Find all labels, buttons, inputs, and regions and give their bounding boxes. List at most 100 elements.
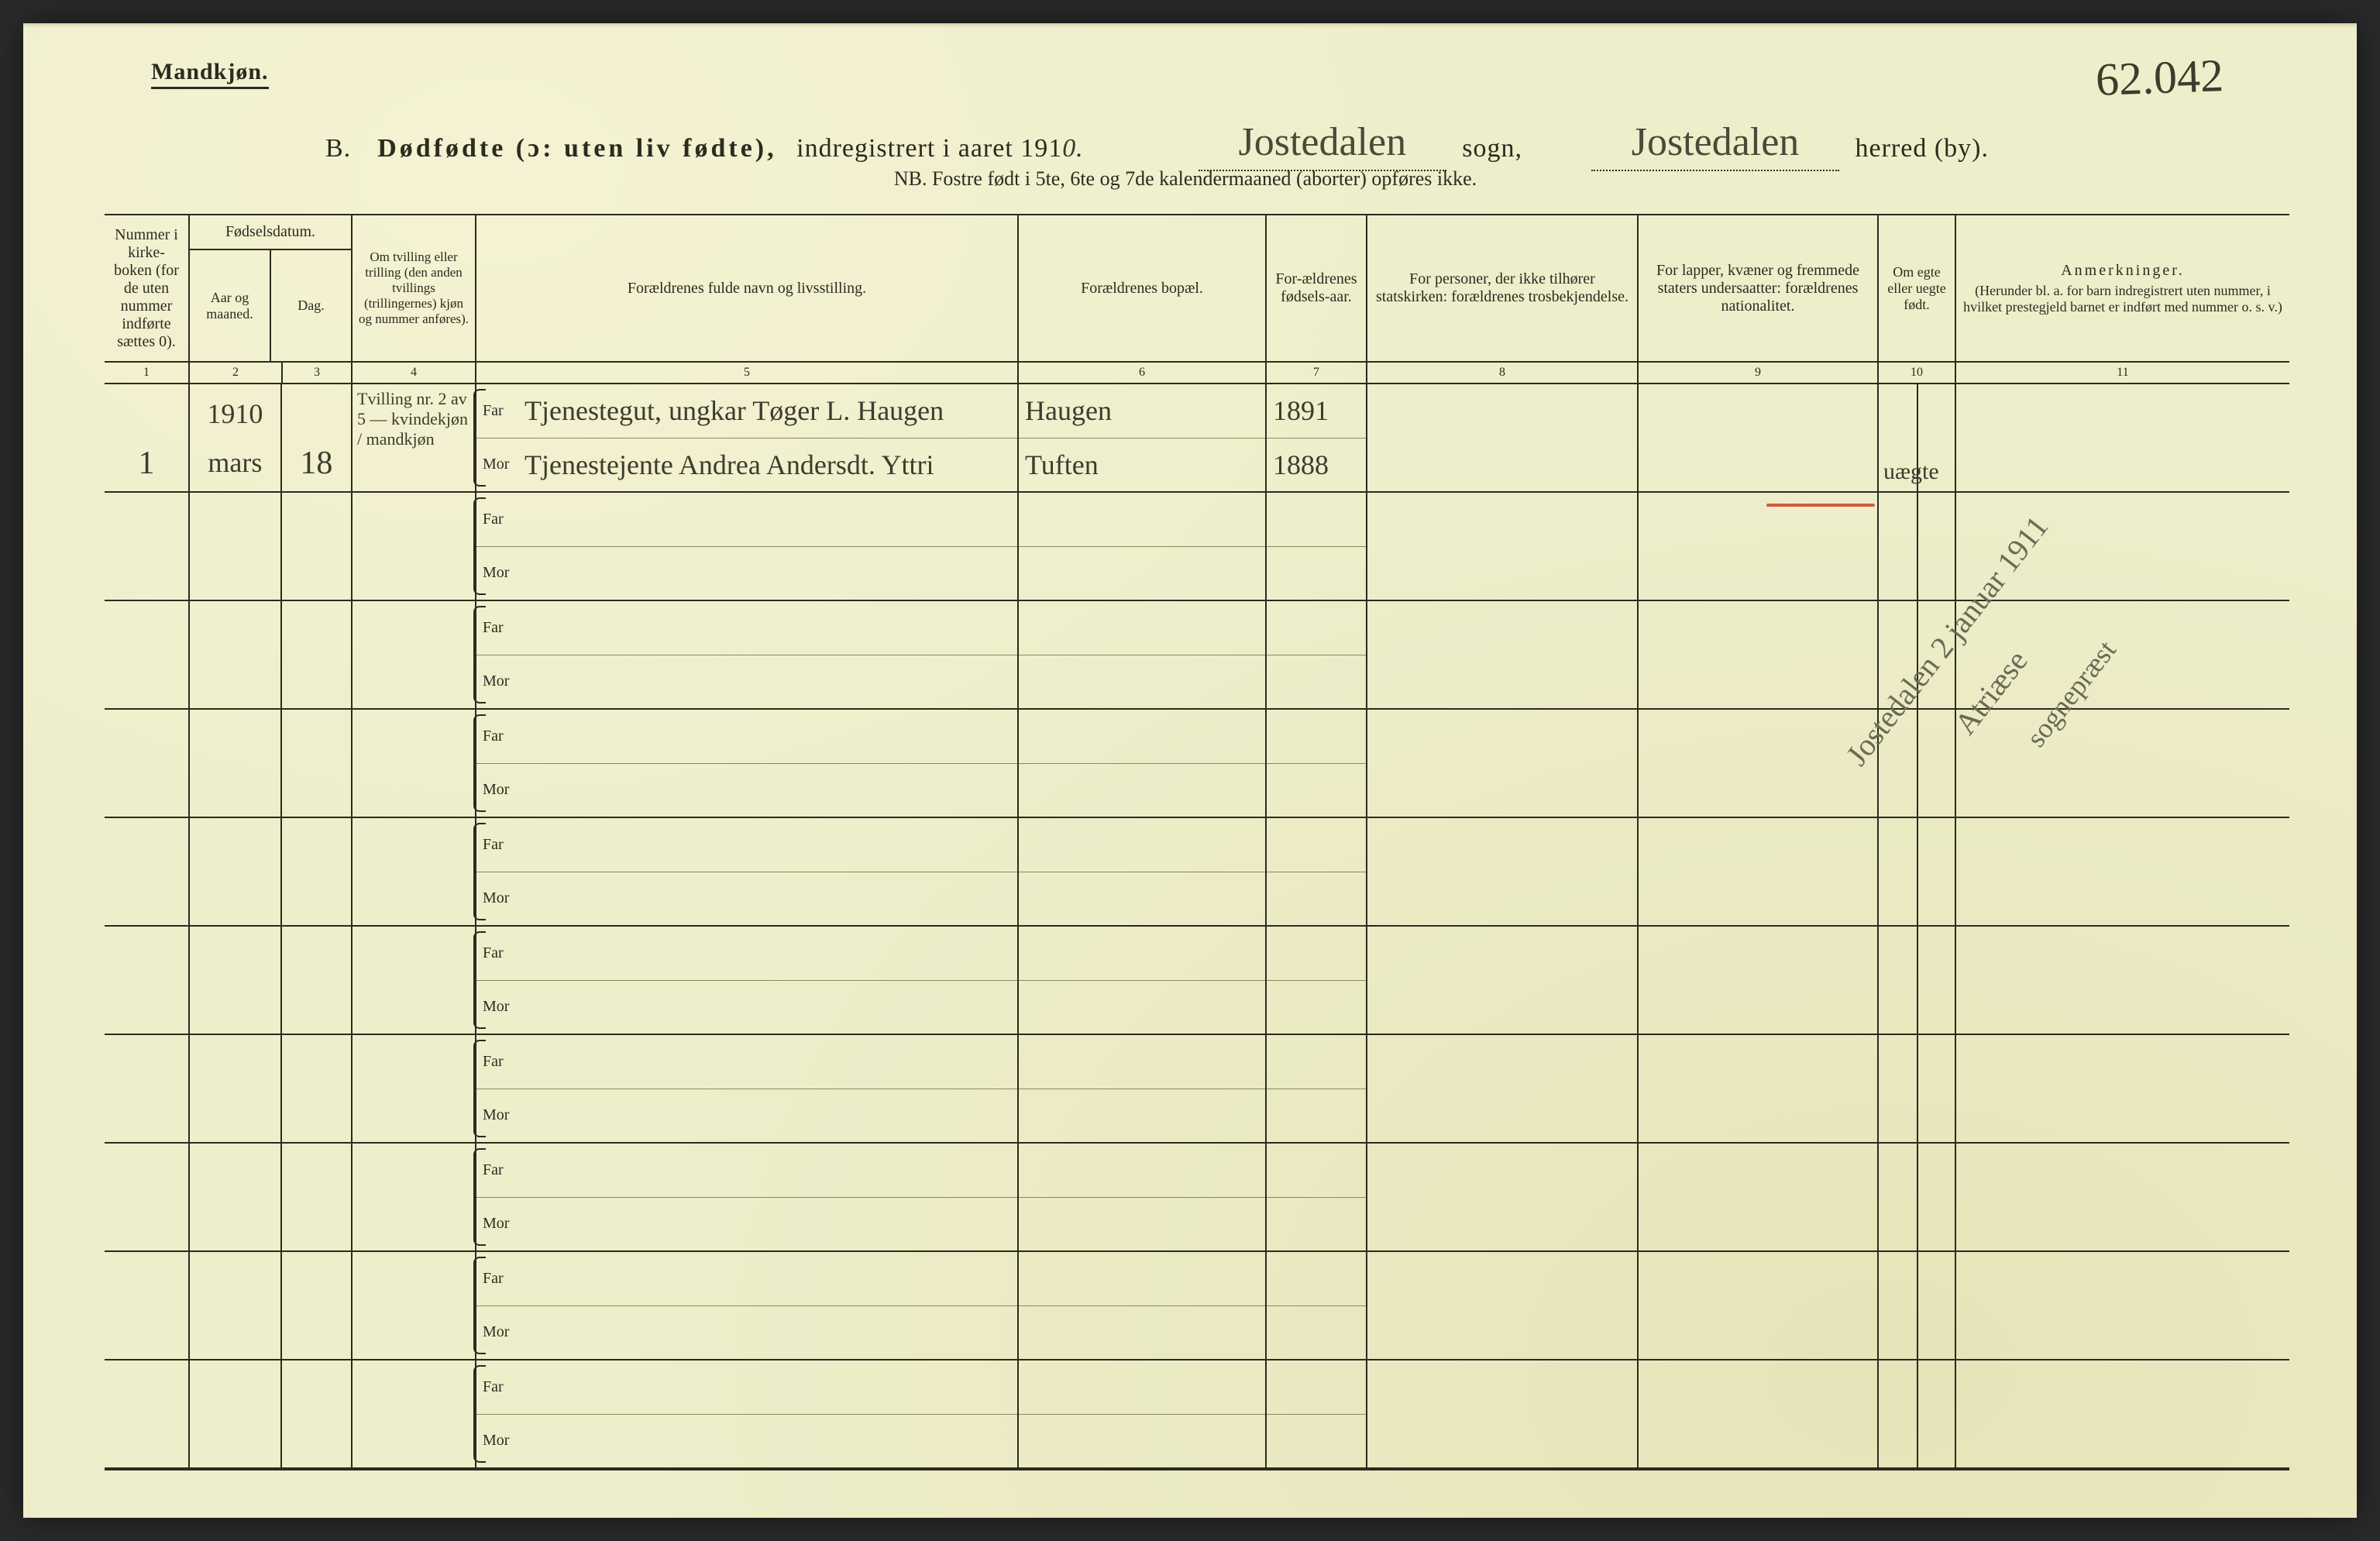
brace-icon <box>473 1148 486 1246</box>
sogn-label: sogn, <box>1462 134 1522 163</box>
cell-parents-name: Far Mor <box>476 927 1019 1034</box>
cell-parents-year <box>1267 1144 1367 1250</box>
mor-label: Mor <box>483 564 524 582</box>
col-num-11: 11 <box>1956 363 2289 383</box>
mor-label: Mor <box>483 781 524 799</box>
cell-num <box>105 818 190 925</box>
entry-egte: uægte <box>1883 459 1939 485</box>
table-row: Far Mor <box>105 1360 2289 1469</box>
cell-tvilling <box>353 710 476 817</box>
cell-num <box>105 927 190 1034</box>
brace-icon <box>473 714 486 812</box>
col-header-1: Nummer i kirke-boken (for de uten nummer… <box>105 215 190 361</box>
page-header: Mandkjøn. 62.042 B. Dødfødte (ɔ: uten li… <box>116 59 2254 198</box>
cell-parents-name: Far Mor <box>476 1252 1019 1359</box>
cell-trosbekjendelse <box>1367 384 1639 491</box>
brace-icon <box>473 1257 486 1354</box>
brace-icon <box>473 1365 486 1463</box>
cell-egte: uægte <box>1879 384 1956 491</box>
cell-anmerkninger <box>1956 1035 2289 1142</box>
col-num-3: 3 <box>283 363 353 383</box>
col-header-4: Om tvilling eller trilling (den anden tv… <box>353 215 476 361</box>
cell-parents-bopel <box>1019 818 1267 925</box>
mor-label: Mor <box>483 1106 524 1124</box>
cell-num <box>105 1252 190 1359</box>
herred-field: Jostedalen <box>1591 124 1839 171</box>
col-header-2a: Aar og maaned. <box>190 250 271 361</box>
cell-nationalitet <box>1639 1360 1879 1467</box>
entry-month: mars <box>194 446 276 479</box>
col-num-5: 5 <box>476 363 1019 383</box>
brace-icon <box>473 606 486 703</box>
cell-nationalitet <box>1639 601 1879 708</box>
cell-parents-bopel: Haugen Tuften <box>1019 384 1267 491</box>
entry-far-name: Tjenestegut, ungkar Tøger L. Haugen <box>524 394 944 427</box>
cell-parents-year <box>1267 927 1367 1034</box>
far-label: Far <box>483 1270 524 1288</box>
cell-date <box>190 1144 353 1250</box>
cell-date <box>190 818 353 925</box>
mor-label: Mor <box>483 1215 524 1233</box>
col-num-7: 7 <box>1267 363 1367 383</box>
document-page: Mandkjøn. 62.042 B. Dødfødte (ɔ: uten li… <box>23 23 2357 1518</box>
col-num-6: 6 <box>1019 363 1267 383</box>
page-fold-shadow <box>23 23 2357 28</box>
nb-note: NB. Fostre født i 5te, 6te og 7de kalend… <box>116 167 2254 191</box>
cell-trosbekjendelse <box>1367 818 1639 925</box>
title-rest: indregistrert i aaret 191 <box>796 134 1062 163</box>
entry-far-year: 1891 <box>1273 394 1329 427</box>
brace-icon <box>473 1040 486 1137</box>
col-header-2-top: Fødselsdatum. <box>190 215 351 250</box>
cell-trosbekjendelse <box>1367 710 1639 817</box>
mor-label: Mor <box>483 998 524 1016</box>
cell-trosbekjendelse <box>1367 493 1639 600</box>
table-row: Far Mor <box>105 927 2289 1035</box>
cell-parents-bopel <box>1019 1252 1267 1359</box>
table-row: 1 1910 mars 18 Tvilling nr. 2 av 5 — kvi… <box>105 384 2289 493</box>
col10-divider <box>1917 1252 1918 1359</box>
cell-trosbekjendelse <box>1367 1144 1639 1250</box>
cell-tvilling <box>353 818 476 925</box>
cell-num <box>105 1360 190 1467</box>
entry-far-bopel: Haugen <box>1025 394 1112 427</box>
brace-icon <box>473 497 486 595</box>
far-label: Far <box>483 1378 524 1396</box>
cell-parents-bopel <box>1019 1360 1267 1467</box>
cell-date <box>190 601 353 708</box>
cell-anmerkninger <box>1956 818 2289 925</box>
mor-label: Mor <box>483 1432 524 1450</box>
cell-num: 1 <box>105 384 190 491</box>
entry-num: 1 <box>139 445 155 482</box>
col-header-6: Forældrenes bopæl. <box>1019 215 1267 361</box>
cell-date <box>190 710 353 817</box>
cell-trosbekjendelse <box>1367 601 1639 708</box>
far-label: Far <box>483 728 524 745</box>
cell-parents-name: Far Mor <box>476 1035 1019 1142</box>
cell-nationalitet <box>1639 1144 1879 1250</box>
cell-parents-bopel <box>1019 1144 1267 1250</box>
cell-tvilling <box>353 1252 476 1359</box>
col-num-2: 2 <box>190 363 283 383</box>
entry-year: 1910 <box>194 397 276 430</box>
col10-divider <box>1917 710 1918 817</box>
col10-divider <box>1917 493 1918 600</box>
cell-parents-bopel <box>1019 493 1267 600</box>
cell-nationalitet <box>1639 1035 1879 1142</box>
cell-num <box>105 1035 190 1142</box>
cell-egte <box>1879 1035 1956 1142</box>
cell-tvilling <box>353 927 476 1034</box>
table-row: Far Mor <box>105 818 2289 927</box>
entry-mor-bopel: Tuften <box>1025 449 1099 481</box>
table-row: Far Mor <box>105 1252 2289 1360</box>
entry-mor-year: 1888 <box>1273 449 1329 481</box>
cell-egte <box>1879 818 1956 925</box>
col10-divider <box>1917 1360 1918 1467</box>
title-prefix: B. <box>325 134 351 163</box>
far-label: Far <box>483 1053 524 1071</box>
cell-parents-bopel <box>1019 1035 1267 1142</box>
cell-date <box>190 1252 353 1359</box>
far-label: Far <box>483 1161 524 1179</box>
cell-tvilling <box>353 601 476 708</box>
cell-parents-year <box>1267 493 1367 600</box>
cell-num <box>105 710 190 817</box>
